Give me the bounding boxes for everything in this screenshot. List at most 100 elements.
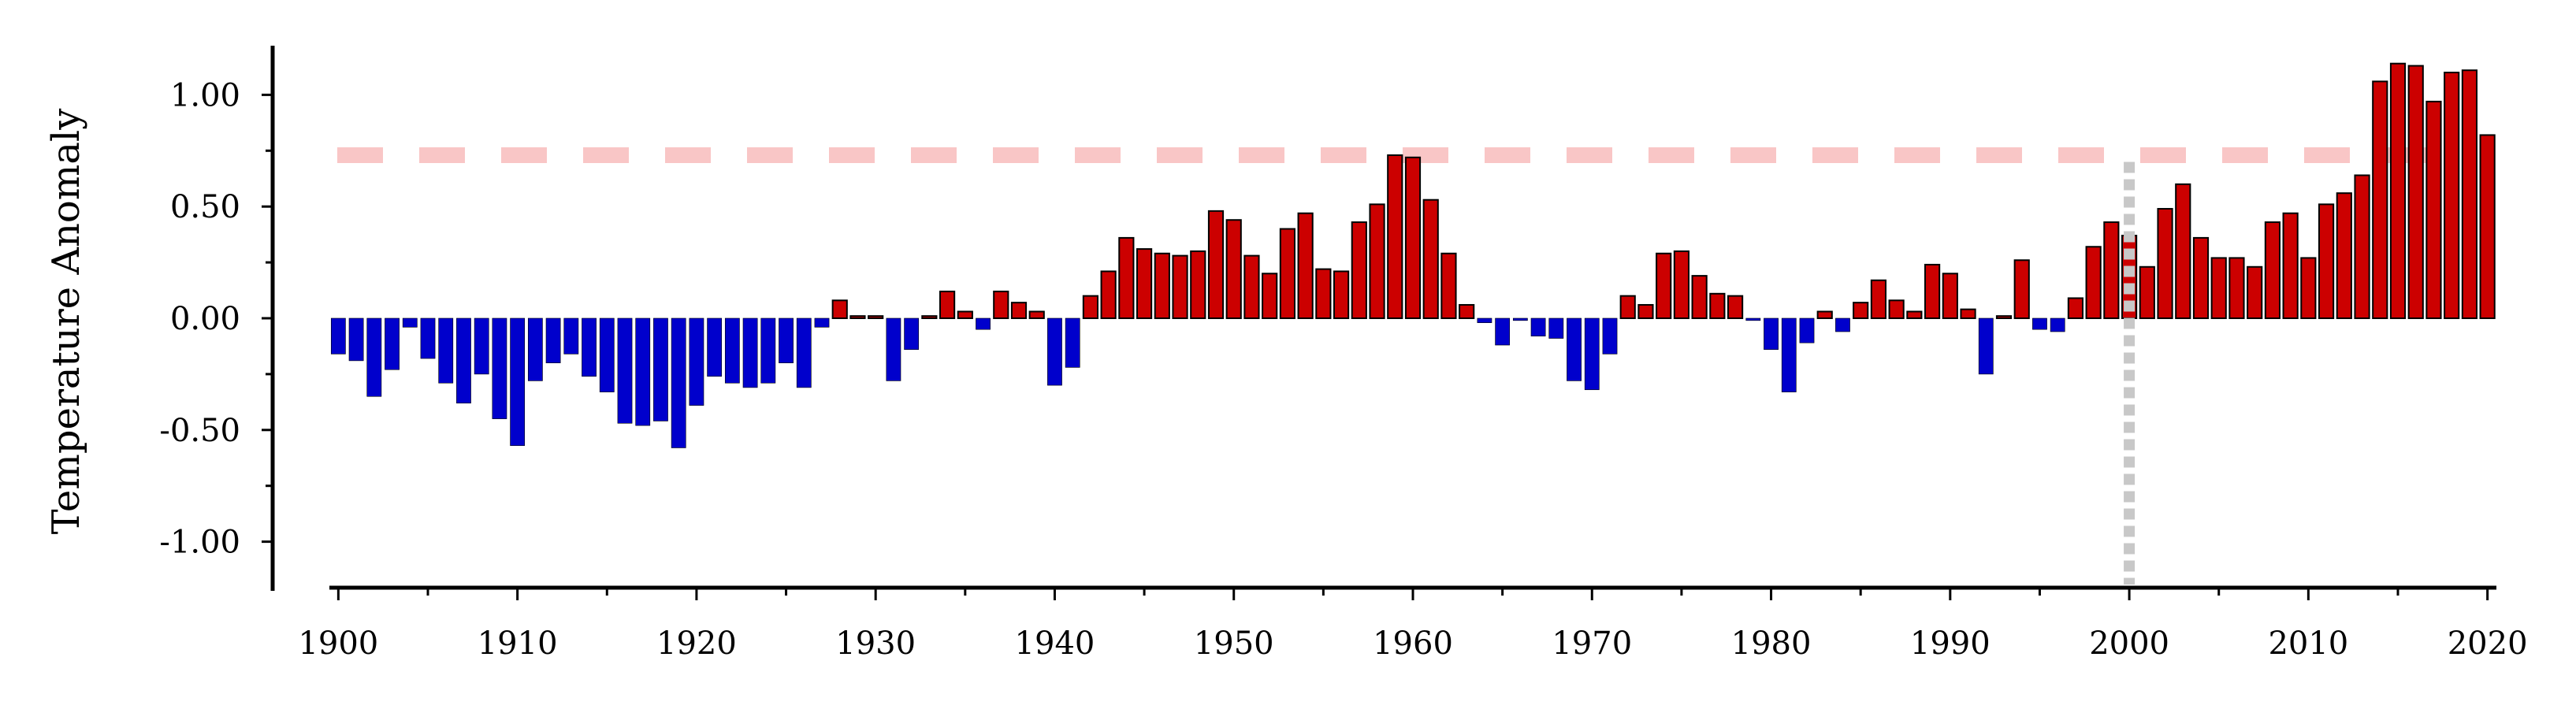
bar-2004 bbox=[2192, 236, 2210, 319]
bar-1940 bbox=[1047, 317, 1062, 386]
bar-1929 bbox=[849, 315, 866, 320]
x-tick-label: 1990 bbox=[1910, 625, 1991, 662]
bar-1953 bbox=[1279, 228, 1296, 319]
bar-1914 bbox=[582, 317, 597, 377]
bar-1924 bbox=[760, 317, 776, 384]
bar-1923 bbox=[742, 317, 758, 388]
bar-1910 bbox=[510, 317, 526, 446]
bar-1952 bbox=[1262, 273, 1278, 319]
y-tick-label: 0.50 bbox=[170, 189, 240, 225]
x-tick-label: 1930 bbox=[835, 625, 916, 662]
bar-1902 bbox=[366, 317, 382, 397]
bar-1997 bbox=[2067, 297, 2083, 319]
bar-1961 bbox=[1422, 199, 1439, 319]
x-tick-label: 2000 bbox=[2089, 625, 2169, 662]
y-tick-label: 0.00 bbox=[170, 301, 240, 337]
bar-1988 bbox=[1906, 310, 1923, 319]
bar-1934 bbox=[939, 290, 956, 320]
bar-1938 bbox=[1010, 302, 1028, 320]
bar-1993 bbox=[1995, 315, 2013, 320]
bar-2013 bbox=[2354, 174, 2370, 319]
bar-1920 bbox=[689, 317, 704, 406]
x-tick-label: 1950 bbox=[1194, 625, 1274, 662]
bar-1913 bbox=[563, 317, 579, 354]
bar-1936 bbox=[976, 317, 991, 330]
bar-1906 bbox=[438, 317, 454, 384]
bar-1967 bbox=[1530, 317, 1546, 336]
bar-1998 bbox=[2085, 246, 2102, 320]
bar-1996 bbox=[2050, 317, 2065, 332]
bar-1957 bbox=[1351, 221, 1367, 320]
x-tick-label: 1970 bbox=[1552, 625, 1632, 662]
bar-1904 bbox=[402, 317, 418, 328]
y-tick-label: -1.00 bbox=[159, 525, 240, 561]
bar-2019 bbox=[2461, 69, 2477, 320]
bar-1912 bbox=[545, 317, 561, 364]
bar-2016 bbox=[2407, 65, 2424, 319]
bar-1989 bbox=[1924, 263, 1941, 319]
bar-1903 bbox=[385, 317, 400, 370]
bar-1970 bbox=[1584, 317, 1600, 391]
bar-1942 bbox=[1082, 295, 1099, 319]
bar-2015 bbox=[2389, 62, 2407, 319]
bar-2003 bbox=[2175, 183, 2191, 319]
bar-1976 bbox=[1691, 275, 1708, 319]
bar-2017 bbox=[2425, 100, 2442, 319]
bar-1926 bbox=[796, 317, 812, 388]
bar-1986 bbox=[1870, 279, 1886, 320]
bar-1973 bbox=[1637, 303, 1654, 320]
x-tick-label: 1980 bbox=[1731, 625, 1812, 662]
bar-1928 bbox=[831, 299, 848, 319]
bar-1982 bbox=[1799, 317, 1815, 343]
bar-1981 bbox=[1781, 317, 1797, 392]
bar-2020 bbox=[2479, 134, 2496, 319]
bar-2008 bbox=[2264, 221, 2280, 320]
bar-1975 bbox=[1673, 250, 1689, 319]
bar-1941 bbox=[1065, 317, 1080, 368]
bar-1901 bbox=[348, 317, 364, 362]
bar-1955 bbox=[1315, 268, 1332, 320]
x-tick-label: 2010 bbox=[2268, 625, 2348, 662]
bar-2007 bbox=[2247, 265, 2263, 319]
bar-1979 bbox=[1745, 317, 1761, 321]
bar-1978 bbox=[1727, 295, 1744, 319]
bar-2012 bbox=[2336, 192, 2352, 319]
bar-1932 bbox=[904, 317, 920, 351]
bars-layer bbox=[330, 62, 2496, 448]
bar-1927 bbox=[814, 317, 830, 328]
bar-1919 bbox=[671, 317, 686, 448]
bar-1909 bbox=[492, 317, 507, 419]
bar-1905 bbox=[420, 317, 436, 359]
y-axis-title: Temperature Anomaly bbox=[44, 109, 88, 535]
bar-1974 bbox=[1656, 252, 1672, 319]
bar-1984 bbox=[1835, 317, 1850, 332]
bar-1911 bbox=[527, 317, 543, 381]
bar-1972 bbox=[1619, 295, 1636, 319]
bar-1991 bbox=[1960, 308, 1976, 319]
bar-1943 bbox=[1100, 270, 1117, 320]
bar-1907 bbox=[456, 317, 471, 404]
x-tick-label: 1920 bbox=[656, 625, 737, 662]
bar-1900 bbox=[330, 317, 346, 354]
bar-1966 bbox=[1512, 317, 1528, 321]
x-tick-label: 1960 bbox=[1373, 625, 1453, 662]
bar-1971 bbox=[1602, 317, 1618, 354]
bar-2011 bbox=[2318, 203, 2335, 319]
bar-1969 bbox=[1567, 317, 1582, 381]
bar-1963 bbox=[1459, 303, 1475, 320]
bar-1915 bbox=[599, 317, 615, 392]
bar-1956 bbox=[1333, 270, 1350, 320]
bar-1931 bbox=[886, 317, 901, 381]
axes-layer: 1.00 0.50 0.00 -0.50 -1.00 1900 1910 1920 1930 19… bbox=[159, 46, 2528, 662]
bar-1933 bbox=[921, 315, 938, 320]
bar-1990 bbox=[1942, 273, 1958, 319]
bar-1947 bbox=[1172, 254, 1188, 319]
bar-1939 bbox=[1028, 310, 1045, 319]
bar-1962 bbox=[1440, 252, 1457, 319]
bar-2009 bbox=[2282, 212, 2299, 319]
bar-1977 bbox=[1709, 292, 1726, 320]
bar-1922 bbox=[724, 317, 740, 384]
bar-1964 bbox=[1477, 317, 1492, 323]
bar-1965 bbox=[1495, 317, 1511, 346]
